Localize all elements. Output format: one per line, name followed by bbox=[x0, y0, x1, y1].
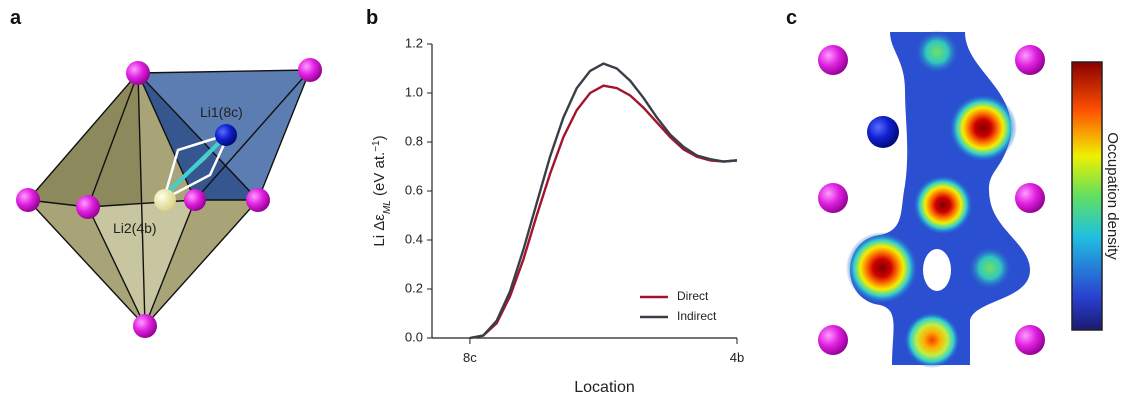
y-axis-label-part: ) bbox=[371, 135, 388, 140]
y-axis-label-part: Li Δε bbox=[371, 214, 388, 247]
series-line bbox=[469, 62, 738, 340]
x-tick-label: 8c bbox=[463, 350, 477, 365]
y-tick-label: 0.6 bbox=[405, 182, 423, 197]
atom-label: Li2(4b) bbox=[113, 220, 157, 236]
atom-label: Li1(8c) bbox=[200, 104, 243, 120]
panel-label: a bbox=[10, 7, 22, 29]
y-tick-label: 1.0 bbox=[405, 84, 423, 99]
y-tick-label: 0.0 bbox=[405, 329, 423, 344]
colorbar-label: Occupation density bbox=[1104, 132, 1121, 260]
y-axis-label-part: −1 bbox=[371, 140, 382, 152]
y-tick-label: 0.8 bbox=[405, 133, 423, 148]
y-axis-label: Li ΔεML (eV at.−1) bbox=[371, 135, 393, 246]
legend-label: Direct bbox=[677, 289, 709, 303]
y-axis-label-part: (eV at. bbox=[371, 152, 388, 200]
x-tick-label: 4b bbox=[730, 350, 744, 365]
density-map: Occupation density bbox=[818, 30, 1121, 368]
panel-label: b bbox=[366, 7, 378, 29]
y-axis-label-part: ML bbox=[382, 200, 393, 214]
y-tick-label: 0.4 bbox=[405, 231, 423, 246]
structure-diagram: Li1(8c) Li2(4b) bbox=[16, 58, 322, 338]
legend-label: Indirect bbox=[677, 309, 717, 323]
x-axis-label: Location bbox=[574, 379, 635, 396]
series-line bbox=[469, 84, 738, 340]
panel-label: c bbox=[786, 7, 797, 29]
line-chart: 0.0 0.2 0.4 0.6 0.8 1.0 1.2 8c 4b Location Li ΔεML… bbox=[371, 35, 745, 396]
y-tick-label: 1.2 bbox=[405, 35, 423, 50]
y-tick-label: 0.2 bbox=[405, 280, 423, 295]
